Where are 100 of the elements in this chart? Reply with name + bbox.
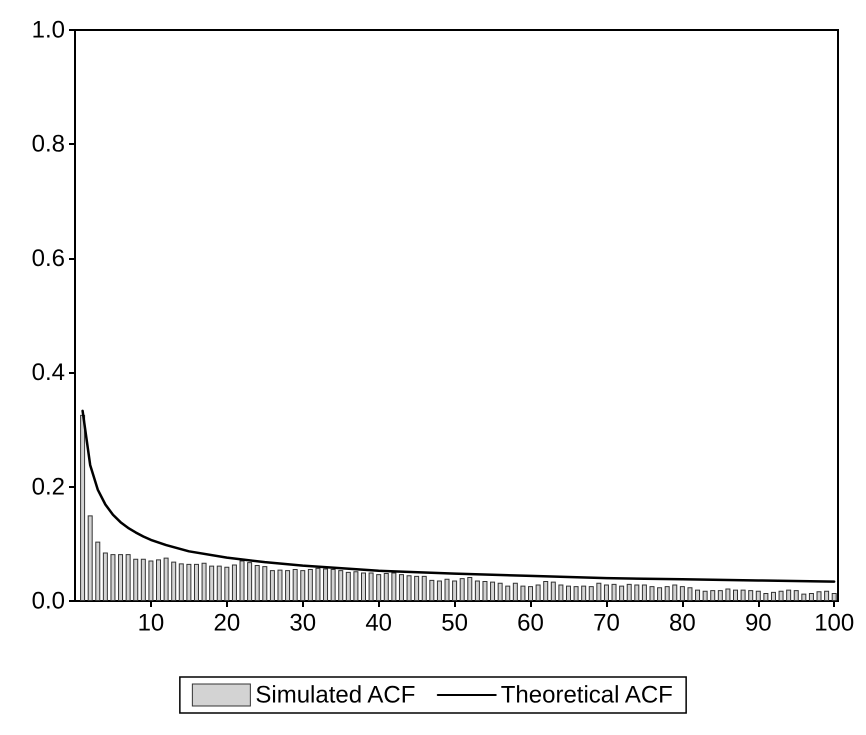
bar xyxy=(824,590,830,601)
bar xyxy=(664,586,670,601)
bar xyxy=(642,584,647,601)
bar xyxy=(126,554,131,601)
bar xyxy=(634,584,640,601)
bar xyxy=(406,575,412,601)
y-tick-label: 0.8 xyxy=(32,130,65,158)
x-tick-label: 50 xyxy=(441,610,468,636)
bar xyxy=(88,515,93,601)
bar xyxy=(277,570,282,601)
bar xyxy=(361,572,366,601)
bar xyxy=(672,584,678,601)
y-tick-label: 1.0 xyxy=(32,16,65,44)
y-tick-label: 0.4 xyxy=(32,359,65,386)
bar xyxy=(467,577,472,601)
x-tick-label: 70 xyxy=(593,610,620,636)
bar xyxy=(619,586,624,601)
bar xyxy=(733,590,738,601)
bar xyxy=(353,571,358,601)
bar xyxy=(778,590,784,601)
x-tick-label: 80 xyxy=(669,610,696,636)
bar xyxy=(444,578,450,601)
bar xyxy=(262,566,268,601)
bar xyxy=(474,580,480,601)
bar xyxy=(626,584,632,601)
bar xyxy=(110,554,116,601)
bar xyxy=(574,586,579,601)
x-tick-label: 90 xyxy=(744,610,772,636)
bar xyxy=(710,590,716,601)
x-tick-label: 30 xyxy=(289,610,316,636)
bar xyxy=(178,563,184,601)
bar xyxy=(436,580,442,601)
bar xyxy=(566,586,571,601)
x-tick-label: 60 xyxy=(517,610,544,636)
bar xyxy=(801,594,806,601)
y-tick-label: 0.2 xyxy=(32,473,65,500)
bar xyxy=(240,560,245,601)
bar xyxy=(422,576,427,601)
bar xyxy=(391,572,396,601)
bar xyxy=(550,582,556,601)
bar xyxy=(156,559,162,601)
bar xyxy=(604,584,609,601)
bar xyxy=(216,566,222,601)
legend-label: Simulated ACF xyxy=(255,682,416,708)
bar xyxy=(285,570,290,601)
bar xyxy=(346,572,351,601)
bar xyxy=(429,580,434,601)
bar xyxy=(794,590,799,601)
bar xyxy=(536,584,541,601)
bar xyxy=(786,590,792,601)
bar xyxy=(270,570,275,601)
bar xyxy=(247,562,252,601)
bar xyxy=(756,590,761,601)
bar xyxy=(315,568,320,601)
bar xyxy=(596,582,602,601)
bar xyxy=(95,542,100,601)
bar xyxy=(232,564,237,601)
bar xyxy=(452,580,458,601)
bar xyxy=(202,562,207,601)
bar xyxy=(832,593,837,601)
bar xyxy=(414,576,420,601)
bar xyxy=(164,558,169,601)
bar xyxy=(102,552,108,601)
bar xyxy=(657,587,662,601)
bar xyxy=(209,566,214,601)
bar xyxy=(543,581,548,601)
bar xyxy=(680,586,685,601)
bar xyxy=(330,569,336,601)
bar xyxy=(490,582,496,601)
bar xyxy=(398,574,404,601)
bar xyxy=(308,569,313,601)
legend-label: Theoretical ACF xyxy=(500,682,673,708)
bar xyxy=(687,587,692,601)
bar xyxy=(770,592,776,601)
y-tick-label: 0.6 xyxy=(32,244,65,272)
x-tick-label: 100 xyxy=(814,610,854,636)
bar xyxy=(300,570,306,601)
bar xyxy=(482,581,488,601)
bar xyxy=(292,569,298,601)
bar xyxy=(148,560,154,601)
bar xyxy=(171,562,176,601)
bar xyxy=(520,586,526,601)
bar xyxy=(816,591,822,601)
bar xyxy=(512,582,518,601)
x-tick-label: 20 xyxy=(213,610,240,636)
bar xyxy=(528,586,534,601)
bar xyxy=(612,584,617,601)
bar xyxy=(323,568,328,601)
bar xyxy=(140,558,146,601)
bar xyxy=(194,564,199,601)
line-series xyxy=(81,410,836,583)
bar xyxy=(133,558,138,601)
x-tick-label: 10 xyxy=(138,610,164,636)
bar xyxy=(588,586,594,601)
bar xyxy=(740,590,746,601)
bar xyxy=(460,578,465,601)
bar xyxy=(368,572,374,601)
bar xyxy=(695,590,700,601)
bar xyxy=(186,564,192,601)
bar xyxy=(558,584,564,601)
